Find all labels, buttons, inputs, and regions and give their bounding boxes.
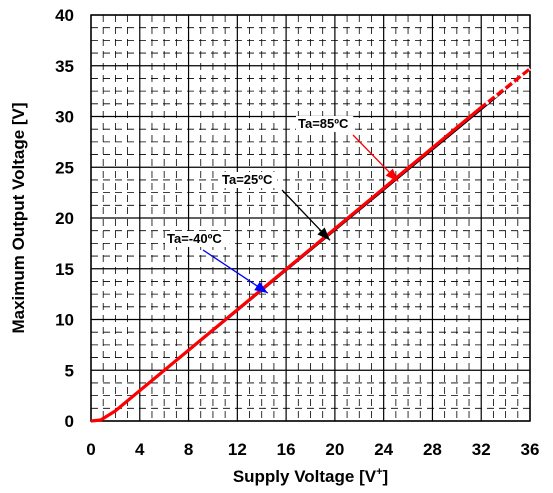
plot-frame bbox=[90, 14, 531, 422]
series-layer bbox=[90, 67, 532, 423]
x-tick-label: 4 bbox=[135, 440, 145, 459]
minor-grid bbox=[91, 15, 530, 421]
annotation-arrowhead bbox=[317, 227, 331, 241]
x-axis-title-end: ] bbox=[383, 467, 389, 486]
y-tick-label: 10 bbox=[55, 311, 74, 330]
x-tick-label: 12 bbox=[228, 440, 247, 459]
x-tick-label: 20 bbox=[325, 440, 344, 459]
annotation-layer: Ta=85ºC Ta=25ºC Ta=-40ºC bbox=[165, 116, 399, 294]
annotation-label: Ta=-40ºC bbox=[167, 231, 222, 246]
y-tick-label: 15 bbox=[55, 260, 74, 279]
y-tick-label: 0 bbox=[65, 412, 74, 431]
annotation-label-bg bbox=[296, 116, 354, 132]
x-tick-label: 32 bbox=[472, 440, 491, 459]
annotation-label: Ta=25ºC bbox=[222, 172, 273, 187]
x-axis-title-superscript: + bbox=[376, 466, 382, 478]
annotation-label-bg bbox=[165, 231, 230, 247]
y-tick-label: 35 bbox=[55, 57, 74, 76]
annotation-arrowhead bbox=[385, 168, 399, 182]
x-tick-label: 16 bbox=[277, 440, 296, 459]
y-axis-title: Maximum Output Voltage [V] bbox=[9, 102, 28, 333]
annotation-label-bg bbox=[220, 172, 278, 188]
y-tick-labels: 0 5 10 15 20 25 30 35 40 bbox=[55, 6, 74, 431]
x-tick-label: 28 bbox=[423, 440, 442, 459]
x-tick-label: 0 bbox=[86, 440, 95, 459]
x-tick-label: 36 bbox=[521, 440, 540, 459]
annotation-label: Ta=85ºC bbox=[298, 116, 349, 131]
x-tick-labels: 0 4 8 12 16 20 24 28 32 36 bbox=[86, 440, 539, 459]
series-dashed-tail bbox=[480, 67, 532, 109]
y-tick-label: 20 bbox=[55, 209, 74, 228]
x-axis-title: Supply Voltage [V+] bbox=[233, 466, 388, 486]
x-axis-title-main: Supply Voltage [V bbox=[233, 467, 377, 486]
annotation-arrowhead bbox=[254, 281, 268, 294]
x-tick-label: 24 bbox=[374, 440, 393, 459]
y-tick-label: 5 bbox=[65, 361, 74, 380]
x-tick-label: 8 bbox=[184, 440, 193, 459]
y-tick-label: 30 bbox=[55, 108, 74, 127]
y-tick-label: 25 bbox=[55, 158, 74, 177]
series-line bbox=[90, 67, 531, 423]
y-tick-label: 40 bbox=[55, 6, 74, 25]
